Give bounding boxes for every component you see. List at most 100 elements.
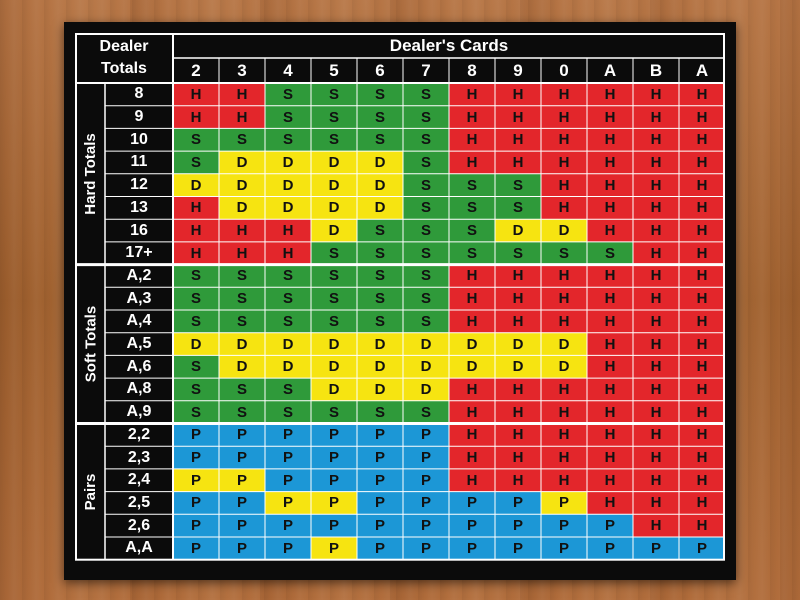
strategy-cell: D <box>173 173 219 197</box>
strategy-cell: S <box>219 287 265 310</box>
strategy-cell: H <box>541 83 587 106</box>
strategy-cell: P <box>403 491 449 515</box>
strategy-cell: P <box>403 446 449 469</box>
strategy-cell: S <box>403 241 449 265</box>
strategy-cell: S <box>173 400 219 424</box>
strategy-cell: S <box>403 105 449 129</box>
strategy-cell: S <box>403 173 449 197</box>
row-label: A,3 <box>126 289 152 307</box>
strategy-cell: S <box>357 400 403 424</box>
strategy-cell: D <box>265 355 311 379</box>
dealer-card-header: 4 <box>283 60 293 80</box>
strategy-cell: D <box>219 151 265 174</box>
strategy-cell: D <box>541 332 587 356</box>
strategy-cell: H <box>679 423 725 447</box>
strategy-cell: S <box>403 151 449 174</box>
strategy-cell: S <box>265 310 311 333</box>
strategy-cell: D <box>311 173 357 197</box>
dealer-card-header: 9 <box>513 60 523 80</box>
row-label: 16 <box>130 221 148 239</box>
strategy-cell: P <box>173 446 219 469</box>
strategy-cell: H <box>541 173 587 197</box>
strategy-cell: H <box>633 355 679 379</box>
strategy-cell: H <box>495 128 541 152</box>
strategy-cell: S <box>495 241 541 265</box>
strategy-cell: S <box>495 173 541 197</box>
strategy-cell: H <box>587 151 633 174</box>
strategy-cell: P <box>403 468 449 492</box>
strategy-cell: H <box>449 151 495 174</box>
strategy-cell: H <box>219 105 265 129</box>
strategy-cell: P <box>311 514 357 537</box>
strategy-cell: P <box>679 537 725 560</box>
strategy-cell: P <box>265 514 311 537</box>
strategy-cell: S <box>173 151 219 174</box>
strategy-cell: H <box>449 128 495 152</box>
strategy-cell: P <box>449 491 495 515</box>
strategy-cell: H <box>495 287 541 310</box>
strategy-cell: H <box>587 287 633 310</box>
strategy-cell: D <box>541 355 587 379</box>
strategy-cell: S <box>311 128 357 152</box>
strategy-cell: S <box>403 128 449 152</box>
strategy-cell: S <box>403 310 449 333</box>
strategy-cell: D <box>357 196 403 220</box>
strategy-cell: H <box>541 287 587 310</box>
strategy-cell: H <box>633 151 679 174</box>
strategy-cell: H <box>495 423 541 447</box>
strategy-cell: S <box>403 196 449 220</box>
strategy-cell: H <box>587 196 633 220</box>
strategy-cell: H <box>679 219 725 242</box>
strategy-cell: P <box>265 423 311 447</box>
strategy-cell: P <box>633 537 679 560</box>
strategy-cell: D <box>219 355 265 379</box>
strategy-cell: P <box>265 468 311 492</box>
strategy-cell: P <box>449 537 495 560</box>
strategy-cell: H <box>587 332 633 356</box>
strategy-cell: H <box>495 400 541 424</box>
strategy-cell: P <box>265 537 311 560</box>
corner-label: Dealer Totals <box>99 38 149 77</box>
strategy-cell: P <box>311 446 357 469</box>
strategy-cell: P <box>173 423 219 447</box>
strategy-cell: H <box>449 83 495 106</box>
strategy-cell: D <box>357 151 403 174</box>
strategy-cell: P <box>173 537 219 560</box>
strategy-cell: D <box>265 151 311 174</box>
strategy-cell: D <box>403 355 449 379</box>
strategy-cell: S <box>357 241 403 265</box>
strategy-cell: S <box>311 83 357 106</box>
strategy-cell: P <box>357 491 403 515</box>
strategy-cell: S <box>265 287 311 310</box>
row-label: A,8 <box>126 380 152 398</box>
row-label: 9 <box>134 108 144 126</box>
strategy-cell: H <box>679 241 725 265</box>
strategy-cell: H <box>587 446 633 469</box>
strategy-cell: D <box>495 219 541 242</box>
strategy-cell: H <box>679 105 725 129</box>
strategy-cell: S <box>357 83 403 106</box>
strategy-cell: S <box>219 264 265 288</box>
dealer-card-header: A <box>695 60 709 80</box>
strategy-cell: P <box>403 423 449 447</box>
strategy-cell: S <box>265 128 311 152</box>
strategy-cell: H <box>679 491 725 515</box>
chart-title: Dealer's Cards <box>389 35 509 55</box>
strategy-cell: H <box>541 128 587 152</box>
strategy-cell: H <box>679 332 725 356</box>
strategy-cell: S <box>357 219 403 242</box>
strategy-cell: H <box>541 151 587 174</box>
strategy-cell: H <box>633 446 679 469</box>
strategy-cell: H <box>679 514 725 537</box>
strategy-cell: D <box>265 196 311 220</box>
section-label: Hard Totals <box>81 133 99 215</box>
strategy-cell: D <box>357 378 403 401</box>
strategy-cell: S <box>449 241 495 265</box>
strategy-cell: S <box>265 400 311 424</box>
strategy-cell: H <box>449 378 495 401</box>
strategy-cell: S <box>403 287 449 310</box>
strategy-cell: H <box>495 468 541 492</box>
strategy-cell: H <box>679 196 725 220</box>
strategy-cell: S <box>265 378 311 401</box>
strategy-cell: H <box>633 128 679 152</box>
